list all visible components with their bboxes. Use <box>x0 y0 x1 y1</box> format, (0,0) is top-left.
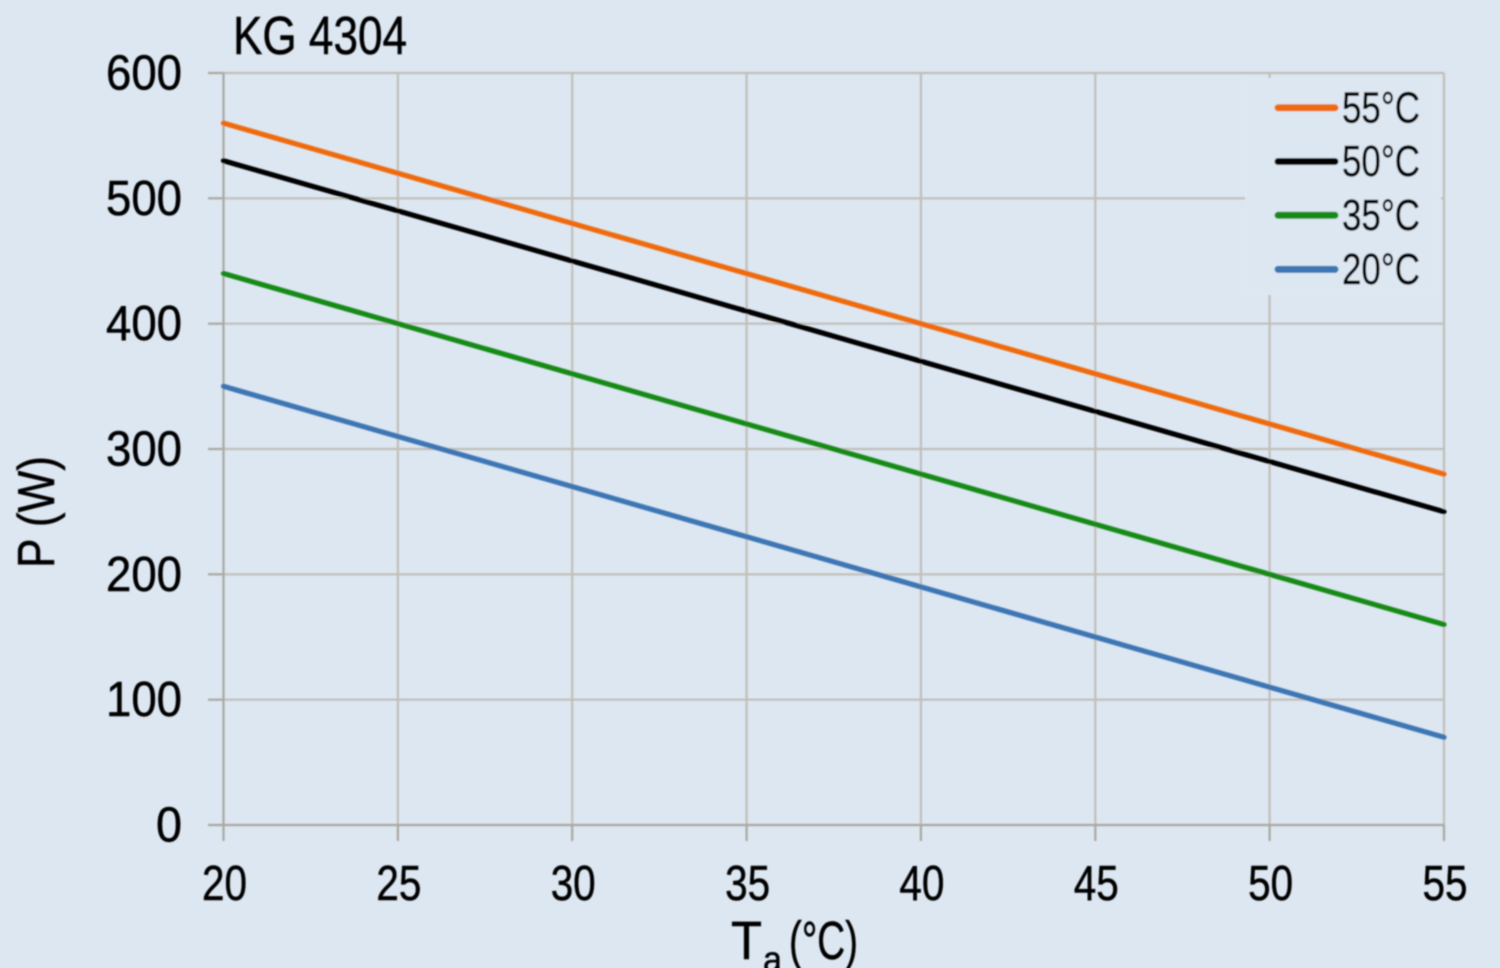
svg-text:20: 20 <box>202 857 247 911</box>
svg-text:25: 25 <box>376 857 421 911</box>
svg-text:100: 100 <box>106 673 182 727</box>
svg-text:(°C): (°C) <box>789 911 858 968</box>
svg-text:45: 45 <box>1074 857 1119 911</box>
svg-text:a: a <box>763 939 782 968</box>
svg-text:T: T <box>731 911 762 968</box>
svg-text:200: 200 <box>106 548 182 602</box>
svg-text:0: 0 <box>156 799 182 853</box>
svg-text:50°C: 50°C <box>1342 137 1420 186</box>
svg-text:500: 500 <box>106 172 182 226</box>
svg-text:P (W): P (W) <box>8 456 66 568</box>
svg-text:300: 300 <box>106 423 182 477</box>
svg-text:40: 40 <box>899 857 944 911</box>
svg-text:35: 35 <box>725 857 770 911</box>
svg-text:50: 50 <box>1248 857 1293 911</box>
svg-text:400: 400 <box>106 297 182 351</box>
svg-text:600: 600 <box>106 47 182 101</box>
svg-text:30: 30 <box>551 857 596 911</box>
svg-text:55: 55 <box>1423 857 1468 911</box>
svg-text:35°C: 35°C <box>1342 191 1420 240</box>
svg-text:55°C: 55°C <box>1342 84 1420 133</box>
svg-text:20°C: 20°C <box>1342 245 1420 294</box>
svg-text:KG 4304: KG 4304 <box>233 6 407 66</box>
